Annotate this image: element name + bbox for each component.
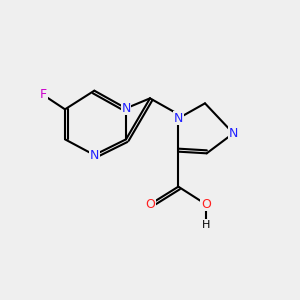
Text: H: H (202, 220, 210, 230)
Text: F: F (40, 88, 47, 101)
Text: N: N (90, 148, 99, 161)
Text: N: N (229, 127, 238, 140)
Text: O: O (201, 198, 211, 211)
Text: N: N (121, 102, 131, 115)
Text: N: N (174, 112, 183, 125)
Text: O: O (145, 198, 155, 211)
Text: N: N (90, 148, 99, 161)
